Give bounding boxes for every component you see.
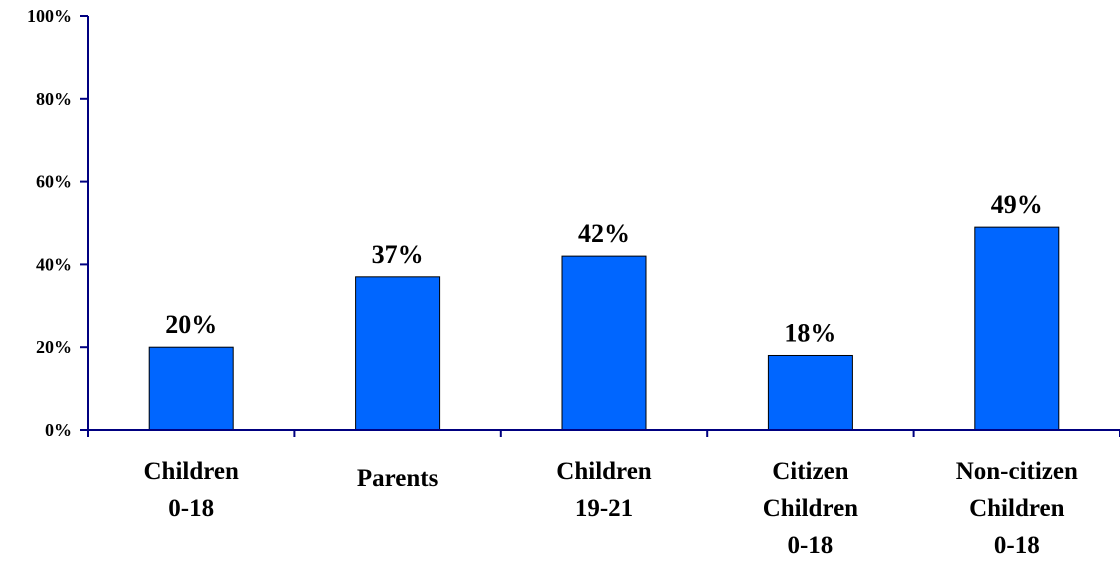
y-tick-label: 100% (27, 6, 72, 26)
y-tick-label: 60% (36, 172, 72, 192)
category-labels: Children 0-18 Parents Children 19-21 Citizen C… (143, 458, 1077, 559)
category-label: Parents (357, 465, 439, 492)
category-label: 0-18 (787, 532, 833, 559)
category-label: Children (556, 458, 651, 485)
data-labels: 20% 37% 42% 18% 49% (165, 190, 1043, 347)
y-axis-ticks: 0% 20% 40% 60% 80% 100% (27, 6, 88, 440)
x-axis-ticks (87, 430, 1120, 437)
category-label: Children (143, 458, 238, 485)
y-tick-label: 80% (36, 89, 72, 109)
bar (561, 255, 647, 431)
category-label: Citizen (772, 458, 848, 485)
category-label: Children (763, 495, 858, 522)
data-label: 18% (784, 318, 836, 347)
data-label: 49% (991, 190, 1043, 219)
bar (148, 346, 234, 431)
category-label: 0-18 (168, 495, 214, 522)
category-label: 19-21 (575, 495, 633, 522)
data-label: 37% (372, 240, 424, 269)
y-tick-label: 20% (36, 337, 72, 357)
bars (148, 226, 1060, 431)
category-label: 0-18 (994, 532, 1040, 559)
y-tick-label: 40% (36, 254, 72, 274)
category-label: Non-citizen (956, 458, 1078, 485)
bar (974, 226, 1060, 431)
bar (767, 354, 853, 431)
data-label: 42% (578, 219, 630, 248)
bar (355, 276, 441, 431)
y-tick-label: 0% (45, 420, 72, 440)
data-label: 20% (165, 310, 217, 339)
category-label: Children (969, 495, 1064, 522)
